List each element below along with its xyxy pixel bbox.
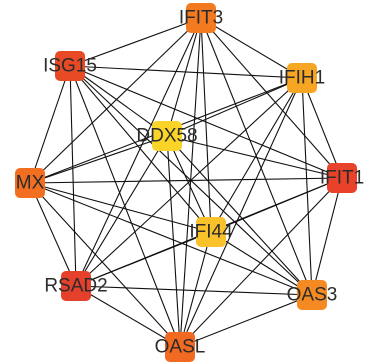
- node-label: IFIH1: [279, 68, 325, 89]
- edge-isg15-rsad2: [69, 65, 77, 287]
- node-isg15[interactable]: ISG15: [43, 51, 97, 81]
- node-box[interactable]: [165, 332, 195, 362]
- node-mx[interactable]: MX: [15, 168, 45, 198]
- node-oasl[interactable]: OASL: [155, 332, 206, 362]
- edge-ifih1-oasl: [179, 77, 303, 348]
- edge-ifi44-oasl: [179, 231, 212, 348]
- node-label: OAS3: [287, 285, 338, 306]
- node-ifi44[interactable]: IFI44: [189, 217, 233, 247]
- node-box[interactable]: [61, 271, 91, 301]
- node-label: RSAD2: [44, 276, 107, 297]
- node-label: IFI44: [189, 222, 233, 243]
- node-rsad2[interactable]: RSAD2: [44, 271, 108, 301]
- node-layer: IFIT3 ISG15 IFIH1 DDX58 MX IFIT1 IFI44 RSAD2 OAS…: [15, 3, 364, 362]
- edge-ifih1-ifit1: [301, 77, 343, 179]
- node-ifih1[interactable]: IFIH1: [279, 63, 325, 93]
- node-box[interactable]: [55, 51, 85, 81]
- edge-ifit1-oasl: [179, 177, 343, 348]
- edge-mx-oas3: [29, 182, 313, 296]
- edge-ifit3-isg15: [69, 17, 202, 67]
- edge-ifit3-ifih1: [200, 17, 303, 79]
- edge-mx-rsad2: [29, 182, 77, 287]
- node-box[interactable]: [297, 280, 327, 310]
- node-box[interactable]: [152, 121, 182, 151]
- edge-mx-oasl: [29, 182, 181, 348]
- edge-oas3-oasl: [179, 294, 313, 348]
- node-label: DDX58: [136, 126, 197, 147]
- node-label: ISG15: [43, 56, 97, 77]
- edge-ifit3-ddx58: [166, 17, 202, 137]
- edge-ifih1-ddx58: [166, 77, 303, 137]
- edge-ifi44-oas3: [210, 231, 313, 296]
- node-ddx58[interactable]: DDX58: [136, 121, 198, 151]
- edge-ifi44-rsad2: [75, 231, 212, 287]
- node-box[interactable]: [196, 217, 226, 247]
- node-label: MX: [16, 173, 45, 194]
- node-ifit3[interactable]: IFIT3: [179, 3, 223, 33]
- edge-ifit3-oasl: [179, 17, 202, 348]
- node-box[interactable]: [287, 63, 317, 93]
- edge-ddx58-mx: [29, 135, 168, 184]
- edge-ifit3-mx: [29, 17, 202, 184]
- edge-rsad2-oasl: [75, 285, 181, 348]
- node-box[interactable]: [327, 163, 357, 193]
- node-box[interactable]: [186, 3, 216, 33]
- node-box[interactable]: [15, 168, 45, 198]
- edge-isg15-oasl: [69, 65, 181, 348]
- edge-mx-ifit1: [29, 177, 343, 184]
- edge-isg15-ifih1: [69, 65, 303, 79]
- node-ifit1[interactable]: IFIT1: [320, 163, 364, 193]
- node-label: OASL: [155, 337, 206, 358]
- edge-ifih1-ifi44: [210, 77, 303, 233]
- edge-rsad2-oas3: [75, 285, 313, 296]
- edge-ifih1-oas3: [301, 77, 313, 296]
- node-label: IFIT1: [320, 168, 364, 189]
- edge-isg15-ddx58: [69, 65, 168, 137]
- edge-isg15-mx: [29, 65, 71, 184]
- edge-ddx58-rsad2: [75, 135, 168, 287]
- edge-ddx58-ifit1: [166, 135, 343, 179]
- edge-ddx58-ifi44: [166, 135, 212, 233]
- edge-ifih1-rsad2: [75, 77, 303, 287]
- edge-isg15-ifi44: [69, 65, 212, 233]
- edge-ddx58-oas3: [166, 135, 313, 296]
- edge-mx-ifi44: [29, 182, 212, 233]
- edge-ifit1-oas3: [311, 177, 343, 296]
- edge-layer: [29, 17, 343, 348]
- node-label: IFIT3: [179, 8, 223, 29]
- node-oas3[interactable]: OAS3: [287, 280, 338, 310]
- edge-ifit3-oas3: [200, 17, 313, 296]
- edge-ifit3-ifi44: [200, 17, 212, 233]
- edge-ddx58-oasl: [166, 135, 181, 348]
- edge-isg15-ifit1: [69, 65, 343, 179]
- edge-ifit3-rsad2: [75, 17, 202, 287]
- edge-ifit3-ifit1: [200, 17, 343, 179]
